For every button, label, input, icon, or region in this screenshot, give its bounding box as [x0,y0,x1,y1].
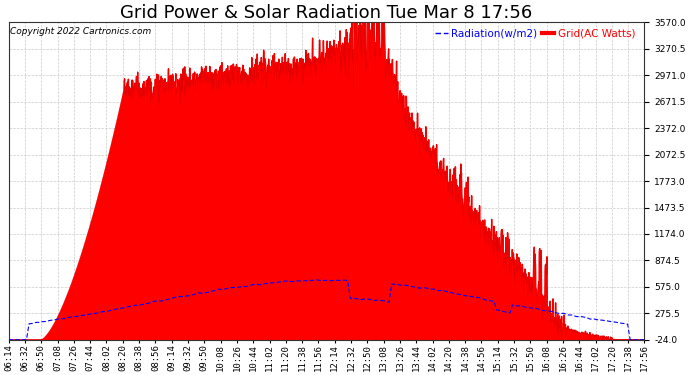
Text: Copyright 2022 Cartronics.com: Copyright 2022 Cartronics.com [10,27,151,36]
Title: Grid Power & Solar Radiation Tue Mar 8 17:56: Grid Power & Solar Radiation Tue Mar 8 1… [121,4,533,22]
Legend: Radiation(w/m2), Grid(AC Watts): Radiation(w/m2), Grid(AC Watts) [431,24,639,43]
